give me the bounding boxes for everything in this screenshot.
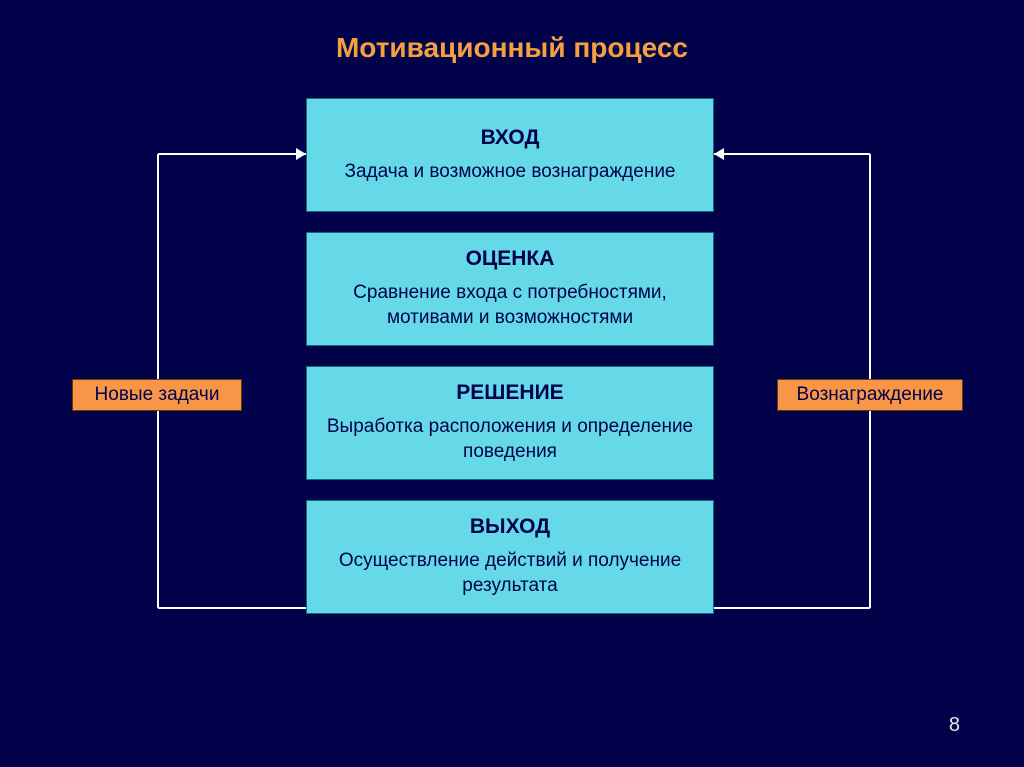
feedback-connectors: [0, 0, 1024, 767]
page-number: 8: [949, 714, 960, 737]
slide: Мотивационный процесс ВХОД Задача и возм…: [0, 0, 1024, 767]
